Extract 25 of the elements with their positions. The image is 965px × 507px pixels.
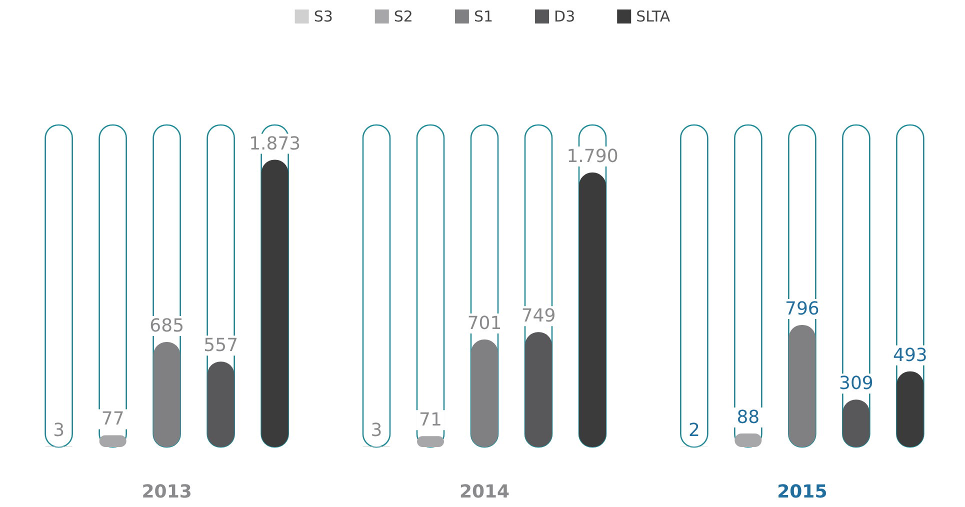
legend-label: S3: [314, 8, 333, 26]
legend-label: S2: [394, 8, 413, 26]
data-label: 88: [736, 407, 760, 428]
data-label: 1.873: [249, 133, 301, 154]
x-tick-label: 2013: [142, 482, 192, 502]
bar: [207, 362, 234, 447]
data-label: 309: [838, 373, 874, 394]
data-label: 557: [204, 335, 238, 356]
data-label: 701: [467, 313, 502, 334]
data-label: 493: [892, 344, 928, 366]
data-label: 2: [688, 420, 700, 442]
data-label: 749: [521, 306, 556, 327]
data-label: 796: [784, 298, 820, 320]
data-label: 71: [419, 410, 442, 431]
x-tick-label: 2014: [459, 482, 510, 502]
data-label: 1.790: [566, 146, 618, 168]
data-label: 685: [150, 315, 184, 336]
legend-label: D3: [554, 8, 576, 26]
data-label: 3: [53, 420, 65, 442]
data-label: 3: [370, 420, 382, 442]
bar: [153, 342, 180, 447]
data-label: 77: [101, 408, 124, 430]
legend-label: S1: [474, 8, 494, 26]
x-tick-label: 2015: [777, 482, 828, 502]
legend-label: SLTA: [636, 8, 671, 26]
